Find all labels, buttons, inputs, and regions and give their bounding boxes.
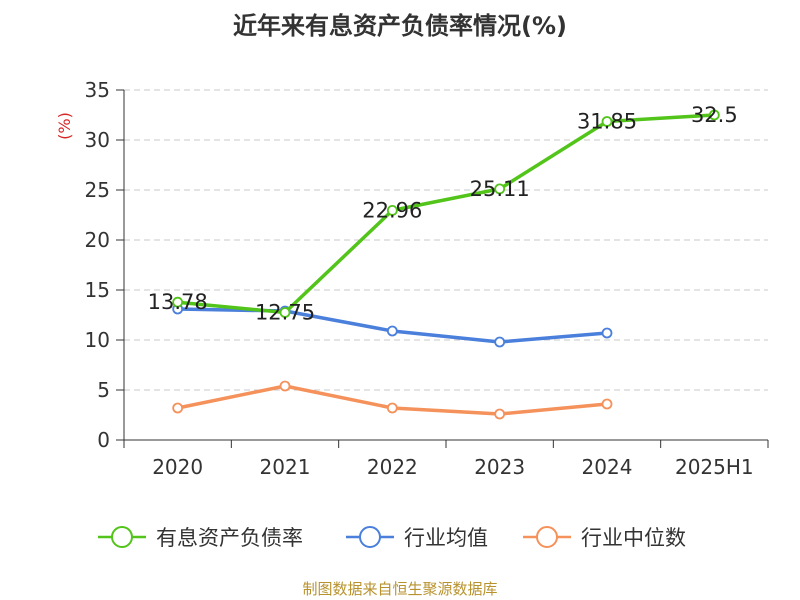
x-tick-label: 2021 [260, 455, 311, 479]
y-axis-unit: (%) [55, 112, 74, 140]
data-label: 31.85 [577, 110, 637, 134]
data-point [386, 402, 398, 414]
x-tick-label: 2022 [367, 455, 418, 479]
series-group [172, 109, 720, 420]
legend-label: 行业中位数 [581, 526, 686, 550]
data-label: 22.96 [362, 198, 422, 222]
legend-label: 行业均值 [404, 526, 488, 550]
data-point [279, 380, 291, 392]
data-label: 12.75 [255, 301, 315, 325]
data-label: 13.78 [148, 290, 208, 314]
data-point [172, 402, 184, 414]
legend-swatch-marker [536, 526, 558, 548]
grid-lines [124, 89, 768, 391]
legend: 有息资产负债率 行业均值 行业中位数 [98, 526, 686, 550]
data-point [601, 327, 613, 339]
legend-label: 有息资产负债率 [156, 526, 303, 550]
data-label: 32.5 [691, 103, 738, 127]
y-tick-label: 15 [85, 278, 110, 302]
source-note: 制图数据来自恒生聚源数据库 [302, 580, 497, 598]
x-tick-label: 2020 [152, 455, 203, 479]
chart-title: 近年来有息资产负债率情况(%) [233, 12, 567, 40]
y-tick-label: 0 [97, 428, 110, 452]
y-tick-label: 30 [85, 128, 110, 152]
y-tick-label: 35 [85, 78, 110, 102]
y-tick-label: 5 [97, 378, 110, 402]
data-point [279, 307, 291, 318]
data-point [494, 336, 506, 348]
data-labels: 13.78 12.75 22.96 25.11 31.85 32.5 [148, 103, 738, 325]
data-label: 25.11 [470, 177, 530, 201]
series-line [175, 113, 717, 315]
legend-swatch-marker [359, 526, 381, 548]
series-line [175, 307, 609, 344]
data-point [172, 296, 184, 308]
y-tick-label: 25 [85, 178, 110, 202]
axes: 0 5 10 15 20 25 30 35 2020 2021 2022 2023 2024 2025H1 [85, 78, 769, 479]
y-tick-label: 10 [85, 328, 110, 352]
data-point [386, 204, 398, 216]
y-tick-label: 20 [85, 228, 110, 252]
x-tick-label: 2024 [582, 455, 633, 479]
data-point [386, 325, 398, 337]
data-point [601, 116, 613, 127]
data-point [708, 109, 720, 121]
data-point [494, 408, 506, 420]
legend-swatch-marker [111, 526, 133, 548]
data-point [494, 183, 506, 195]
data-point [601, 398, 613, 410]
x-tick-label: 2025H1 [675, 455, 754, 479]
x-tick-label: 2023 [474, 455, 525, 479]
